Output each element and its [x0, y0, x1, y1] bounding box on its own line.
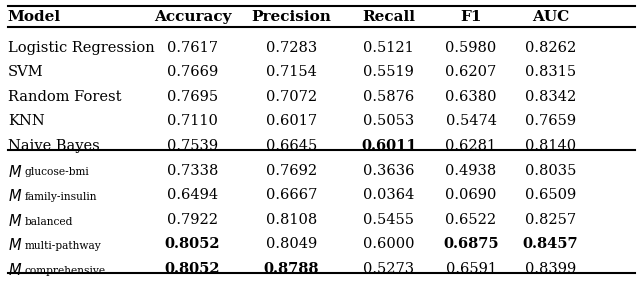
Text: Model: Model	[8, 10, 61, 24]
Text: family-insulin: family-insulin	[24, 192, 97, 202]
Text: 0.5273: 0.5273	[364, 262, 414, 276]
Text: 0.8052: 0.8052	[164, 237, 220, 251]
Text: 0.7659: 0.7659	[525, 114, 576, 128]
Text: Random Forest: Random Forest	[8, 90, 121, 104]
Text: 0.7922: 0.7922	[167, 213, 218, 226]
Text: 0.7338: 0.7338	[167, 164, 218, 178]
Text: 0.6207: 0.6207	[445, 66, 497, 79]
Text: 0.6017: 0.6017	[266, 114, 317, 128]
Text: 0.7692: 0.7692	[266, 164, 317, 178]
Text: 0.8049: 0.8049	[266, 237, 317, 251]
Text: $M$: $M$	[8, 188, 22, 204]
Text: $M$: $M$	[8, 262, 22, 278]
Text: 0.8052: 0.8052	[164, 262, 220, 276]
Text: Precision: Precision	[252, 10, 332, 24]
Text: KNN: KNN	[8, 114, 45, 128]
Text: multi-pathway: multi-pathway	[24, 241, 101, 251]
Text: 0.6591: 0.6591	[445, 262, 497, 276]
Text: 0.5121: 0.5121	[364, 41, 414, 55]
Text: 0.8399: 0.8399	[525, 262, 576, 276]
Text: 0.7539: 0.7539	[167, 139, 218, 153]
Text: 0.8262: 0.8262	[525, 41, 576, 55]
Text: $M$: $M$	[8, 164, 22, 180]
Text: comprehensive: comprehensive	[24, 265, 106, 276]
Text: 0.6667: 0.6667	[266, 188, 317, 202]
Text: 0.8257: 0.8257	[525, 213, 576, 226]
Text: F1: F1	[460, 10, 482, 24]
Text: 0.8342: 0.8342	[525, 90, 576, 104]
Text: 0.5455: 0.5455	[364, 213, 414, 226]
Text: 0.7617: 0.7617	[167, 41, 218, 55]
Text: 0.8788: 0.8788	[264, 262, 319, 276]
Text: 0.5980: 0.5980	[445, 41, 497, 55]
Text: Naive Bayes: Naive Bayes	[8, 139, 99, 153]
Text: 0.7110: 0.7110	[167, 114, 218, 128]
Text: 0.6000: 0.6000	[363, 237, 415, 251]
Text: 0.8035: 0.8035	[525, 164, 577, 178]
Text: 0.8315: 0.8315	[525, 66, 576, 79]
Text: Logistic Regression: Logistic Regression	[8, 41, 154, 55]
Text: Recall: Recall	[362, 10, 415, 24]
Text: 0.5876: 0.5876	[363, 90, 415, 104]
Text: 0.6011: 0.6011	[361, 139, 417, 153]
Text: 0.5519: 0.5519	[364, 66, 414, 79]
Text: Accuracy: Accuracy	[154, 10, 231, 24]
Text: $M$: $M$	[8, 213, 22, 229]
Text: 0.8108: 0.8108	[266, 213, 317, 226]
Text: 0.7283: 0.7283	[266, 41, 317, 55]
Text: 0.6875: 0.6875	[444, 237, 499, 251]
Text: 0.0690: 0.0690	[445, 188, 497, 202]
Text: balanced: balanced	[24, 217, 73, 226]
Text: 0.8140: 0.8140	[525, 139, 576, 153]
Text: glucose-bmi: glucose-bmi	[24, 167, 89, 178]
Text: 0.6281: 0.6281	[445, 139, 497, 153]
Text: $M$: $M$	[8, 237, 22, 253]
Text: 0.7154: 0.7154	[266, 66, 317, 79]
Text: 0.3636: 0.3636	[363, 164, 415, 178]
Text: 0.6522: 0.6522	[445, 213, 497, 226]
Text: 0.5474: 0.5474	[445, 114, 497, 128]
Text: 0.6509: 0.6509	[525, 188, 576, 202]
Text: 0.8457: 0.8457	[523, 237, 579, 251]
Text: 0.4938: 0.4938	[445, 164, 497, 178]
Text: SVM: SVM	[8, 66, 44, 79]
Text: 0.6645: 0.6645	[266, 139, 317, 153]
Text: 0.7072: 0.7072	[266, 90, 317, 104]
Text: 0.0364: 0.0364	[363, 188, 415, 202]
Text: 0.6494: 0.6494	[167, 188, 218, 202]
Text: 0.6380: 0.6380	[445, 90, 497, 104]
Text: 0.7695: 0.7695	[167, 90, 218, 104]
Text: 0.5053: 0.5053	[363, 114, 415, 128]
Text: 0.7669: 0.7669	[167, 66, 218, 79]
Text: AUC: AUC	[532, 10, 570, 24]
